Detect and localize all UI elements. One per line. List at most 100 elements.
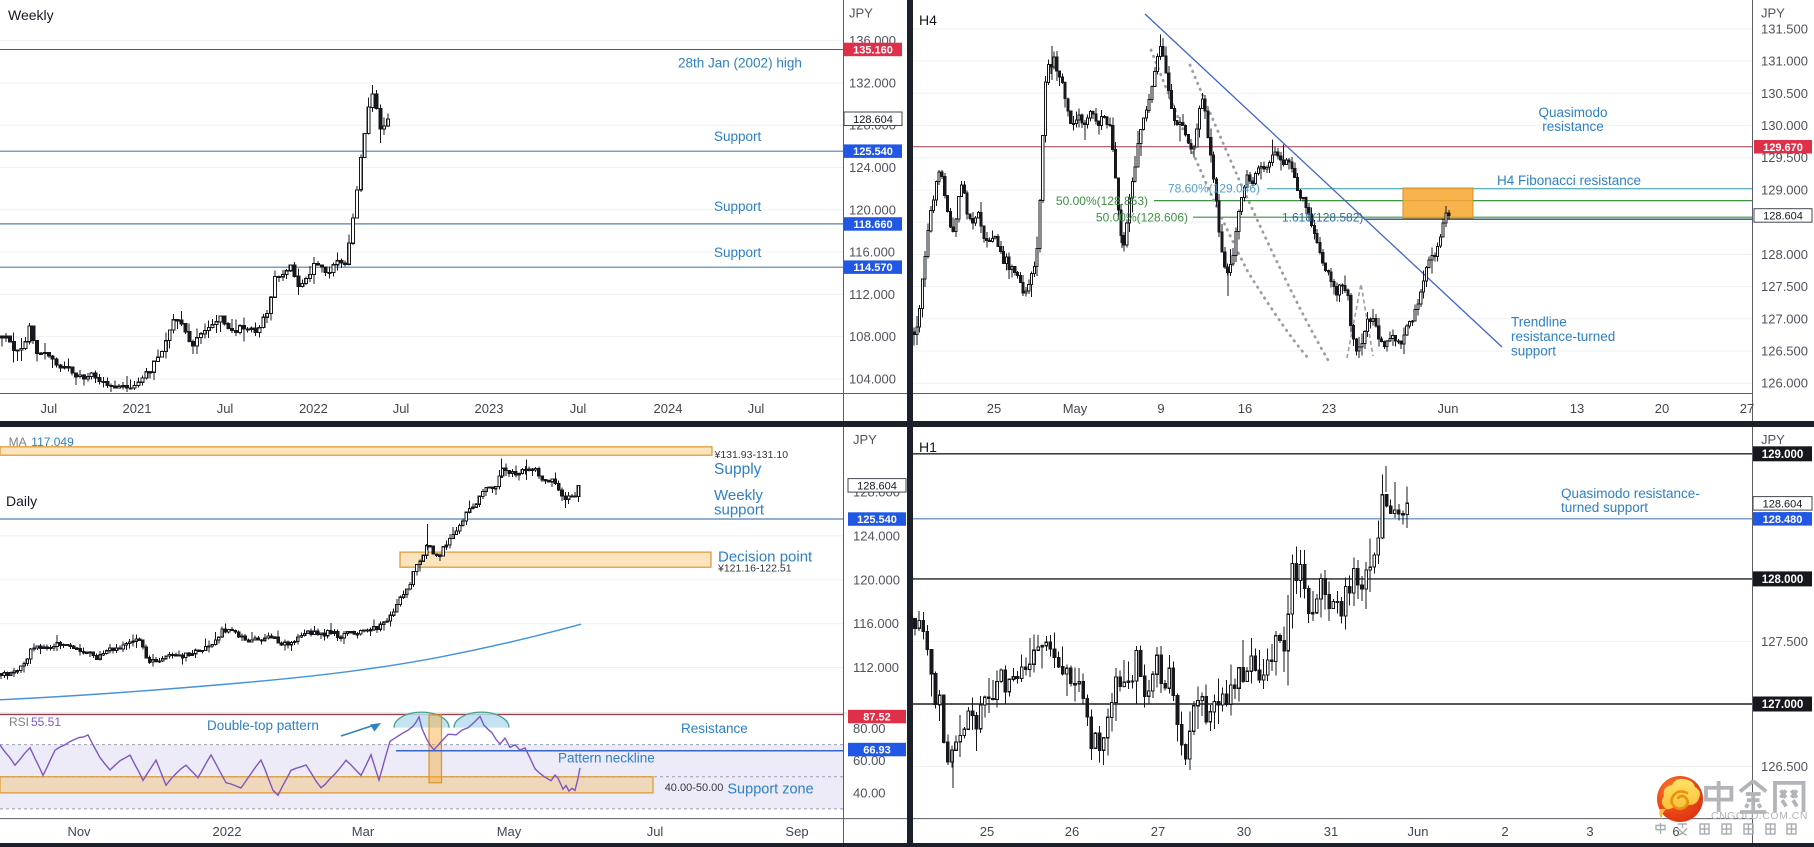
svg-text:3: 3 <box>1586 824 1593 839</box>
svg-text:25: 25 <box>987 401 1001 416</box>
svg-text:May: May <box>497 824 522 839</box>
svg-text:23: 23 <box>1322 401 1336 416</box>
svg-text:¥131.93-131.10: ¥131.93-131.10 <box>714 449 789 461</box>
svg-text:2022: 2022 <box>213 824 242 839</box>
svg-text:Supply: Supply <box>714 461 762 478</box>
svg-text:127.500: 127.500 <box>1761 279 1808 294</box>
svg-text:117.049: 117.049 <box>31 435 74 449</box>
svg-text:31: 31 <box>1324 824 1338 839</box>
svg-text:Jul: Jul <box>748 401 765 416</box>
svg-text:87.52: 87.52 <box>863 712 891 724</box>
svg-text:Double-top pattern: Double-top pattern <box>207 718 319 733</box>
svg-text:130.500: 130.500 <box>1761 86 1808 101</box>
svg-text:127.000: 127.000 <box>1762 699 1804 711</box>
svg-text:Resistance: Resistance <box>681 721 748 736</box>
svg-text:JPY: JPY <box>1761 6 1785 21</box>
svg-text:Decision point: Decision point <box>718 549 813 566</box>
svg-text:50.00%(128.606): 50.00%(128.606) <box>1096 211 1188 225</box>
svg-text:26: 26 <box>1065 824 1079 839</box>
svg-text:128.000: 128.000 <box>1762 574 1804 586</box>
svg-text:Mar: Mar <box>352 824 375 839</box>
svg-text:support: support <box>1511 344 1556 359</box>
svg-text:128.604: 128.604 <box>1763 211 1803 223</box>
svg-text:27: 27 <box>1740 401 1754 416</box>
svg-text:Support zone: Support zone <box>727 782 813 798</box>
svg-text:131.500: 131.500 <box>1761 21 1808 36</box>
svg-text:13: 13 <box>1570 401 1584 416</box>
svg-text:126.500: 126.500 <box>1761 344 1808 359</box>
svg-text:60.00: 60.00 <box>853 753 886 768</box>
svg-text:120.000: 120.000 <box>849 202 896 217</box>
svg-text:27: 27 <box>1151 824 1165 839</box>
svg-text:2022: 2022 <box>299 401 328 416</box>
svg-text:CNGOLD.COM.CN: CNGOLD.COM.CN <box>1711 810 1808 822</box>
svg-text:20: 20 <box>1655 401 1669 416</box>
svg-text:25: 25 <box>980 824 994 839</box>
svg-text:132.000: 132.000 <box>849 75 896 90</box>
svg-text:128.480: 128.480 <box>1763 514 1803 526</box>
svg-text:2021: 2021 <box>123 401 152 416</box>
svg-text:Nov: Nov <box>67 824 91 839</box>
svg-text:H4 Fibonacci resistance: H4 Fibonacci resistance <box>1497 173 1641 188</box>
svg-text:126.500: 126.500 <box>1761 759 1808 774</box>
svg-text:66.93: 66.93 <box>863 745 891 757</box>
svg-text:¥121.16-122.51: ¥121.16-122.51 <box>717 563 792 575</box>
svg-text:Trendline: Trendline <box>1511 315 1567 330</box>
svg-text:129.500: 129.500 <box>1761 150 1808 165</box>
svg-text:118.660: 118.660 <box>853 219 892 231</box>
svg-text:Jun: Jun <box>1438 401 1459 416</box>
svg-text:Quasimodo resistance-: Quasimodo resistance- <box>1561 486 1700 501</box>
svg-text:1.618(128.582): 1.618(128.582) <box>1282 211 1363 225</box>
svg-text:resistance-turned: resistance-turned <box>1511 329 1615 344</box>
svg-text:Daily: Daily <box>6 493 37 509</box>
svg-text:Sep: Sep <box>785 824 808 839</box>
svg-text:9: 9 <box>1157 401 1164 416</box>
svg-text:Jul: Jul <box>570 401 587 416</box>
svg-text:resistance: resistance <box>1542 119 1604 134</box>
svg-text:JPY: JPY <box>853 432 877 447</box>
svg-text:turned support: turned support <box>1561 500 1648 515</box>
svg-text:112.000: 112.000 <box>853 660 899 675</box>
svg-text:78.60%(129.046): 78.60%(129.046) <box>1168 182 1260 196</box>
svg-text:30: 30 <box>1237 824 1251 839</box>
svg-text:May: May <box>1063 401 1088 416</box>
svg-text:104.000: 104.000 <box>849 371 896 386</box>
svg-text:114.570: 114.570 <box>853 262 892 274</box>
svg-text:112.000: 112.000 <box>849 287 895 302</box>
svg-text:H1: H1 <box>919 439 937 455</box>
svg-text:135.160: 135.160 <box>853 45 893 57</box>
svg-text:Support: Support <box>714 129 762 144</box>
svg-text:support: support <box>714 502 765 519</box>
svg-text:MA: MA <box>9 435 27 449</box>
svg-text:127.000: 127.000 <box>1761 311 1808 326</box>
svg-text:125.540: 125.540 <box>853 146 893 158</box>
svg-text:80.00: 80.00 <box>853 721 886 736</box>
svg-text:55.51: 55.51 <box>31 715 61 729</box>
svg-text:120.000: 120.000 <box>853 572 900 587</box>
svg-text:2023: 2023 <box>475 401 504 416</box>
svg-text:40.00-50.00: 40.00-50.00 <box>665 782 724 794</box>
svg-text:JPY: JPY <box>1761 432 1785 447</box>
svg-text:124.000: 124.000 <box>853 528 900 543</box>
svg-text:Jul: Jul <box>40 401 57 416</box>
svg-text:40.00: 40.00 <box>853 785 886 800</box>
svg-text:128.604: 128.604 <box>857 480 897 492</box>
svg-text:126.000: 126.000 <box>1761 376 1808 391</box>
svg-text:Quasimodo: Quasimodo <box>1538 105 1607 120</box>
svg-text:128.000: 128.000 <box>1761 247 1808 262</box>
svg-text:16: 16 <box>1238 401 1252 416</box>
svg-text:6: 6 <box>1672 824 1679 839</box>
svg-text:Support: Support <box>714 245 762 260</box>
svg-text:Weekly: Weekly <box>8 7 54 23</box>
svg-text:129.000: 129.000 <box>1761 183 1808 198</box>
svg-text:50.00%(128.853): 50.00%(128.853) <box>1056 194 1148 208</box>
svg-text:Pattern neckline: Pattern neckline <box>558 751 655 766</box>
svg-text:108.000: 108.000 <box>849 329 896 344</box>
svg-text:28th Jan (2002) high: 28th Jan (2002) high <box>678 56 802 71</box>
svg-text:2: 2 <box>1501 824 1508 839</box>
svg-text:H4: H4 <box>919 12 937 28</box>
svg-text:Jul: Jul <box>647 824 664 839</box>
svg-text:RSI: RSI <box>9 715 29 729</box>
svg-text:JPY: JPY <box>849 6 873 21</box>
svg-text:116.000: 116.000 <box>853 616 899 631</box>
